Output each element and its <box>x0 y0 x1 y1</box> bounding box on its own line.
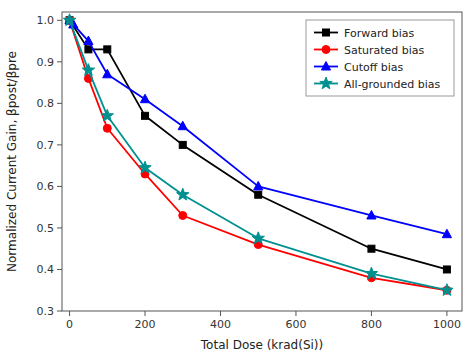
x-tick <box>446 311 447 316</box>
data-point <box>104 46 111 53</box>
x-tick-label: 0 <box>66 318 73 331</box>
data-point <box>252 232 264 244</box>
y-tick <box>57 311 62 312</box>
legend-label: Cutoff bias <box>344 61 404 74</box>
x-tick-label: 400 <box>210 318 231 331</box>
data-point <box>82 64 94 76</box>
data-point <box>63 14 75 26</box>
x-tick-label: 1000 <box>433 318 461 331</box>
legend-box <box>306 20 454 96</box>
y-tick-label: 0.6 <box>37 180 55 193</box>
data-point <box>179 141 186 148</box>
data-point <box>177 188 189 200</box>
y-tick <box>57 144 62 145</box>
data-point <box>103 124 111 132</box>
y-tick <box>57 61 62 62</box>
data-point <box>367 210 376 219</box>
x-axis-label: Total Dose (krad(Si)) <box>200 338 323 352</box>
data-point <box>368 245 375 252</box>
y-tick-label: 0.7 <box>37 139 55 152</box>
legend-marker <box>320 77 332 89</box>
series-line <box>70 20 447 290</box>
x-tick-label: 200 <box>135 318 156 331</box>
data-point <box>178 121 187 130</box>
data-point <box>84 36 93 45</box>
y-tick <box>57 103 62 104</box>
x-tick <box>220 311 221 316</box>
y-tick <box>57 227 62 228</box>
chart: 0 200 400 600 800 1000 0.3 0.4 0.5 0.6 0.7 0.8 0.9 1.… <box>0 0 474 357</box>
legend-marker <box>322 46 330 54</box>
data-point <box>103 69 112 78</box>
x-tick-label: 800 <box>361 318 382 331</box>
y-tick-label: 0.3 <box>37 305 55 318</box>
legend: Forward bias Saturated bias Cutoff bias All… <box>306 20 454 96</box>
x-tick <box>295 311 296 316</box>
data-point <box>139 161 151 173</box>
legend-label: Forward bias <box>344 27 415 40</box>
legend-label: Saturated bias <box>344 44 425 57</box>
data-point <box>365 267 377 279</box>
data-point <box>101 109 113 121</box>
y-tick-label: 0.8 <box>37 97 55 110</box>
x-tick-label: 600 <box>285 318 306 331</box>
y-tick-label: 1.0 <box>37 14 55 27</box>
y-tick <box>57 269 62 270</box>
data-point <box>441 284 453 296</box>
data-point <box>254 181 263 190</box>
y-tick-label: 0.4 <box>37 263 55 276</box>
y-tick <box>57 186 62 187</box>
legend-marker <box>323 29 330 36</box>
series-line <box>70 20 447 290</box>
series-line <box>70 20 447 234</box>
data-point <box>443 266 450 273</box>
y-tick-label: 0.9 <box>37 56 55 69</box>
data-point <box>142 112 149 119</box>
data-point <box>442 229 451 238</box>
y-axis-label: Normalized Current Gain, βpost/βpre <box>5 51 19 272</box>
legend-marker <box>321 62 330 71</box>
y-tick <box>57 20 62 21</box>
y-tick-label: 0.5 <box>37 222 55 235</box>
data-point <box>179 211 187 219</box>
data-point <box>255 191 262 198</box>
plot-area <box>63 14 453 296</box>
legend-label: All-grounded bias <box>344 78 441 91</box>
data-point <box>140 94 149 103</box>
x-tick <box>69 311 70 316</box>
x-tick <box>371 311 372 316</box>
x-tick <box>145 311 146 316</box>
plot-frame <box>62 12 462 311</box>
